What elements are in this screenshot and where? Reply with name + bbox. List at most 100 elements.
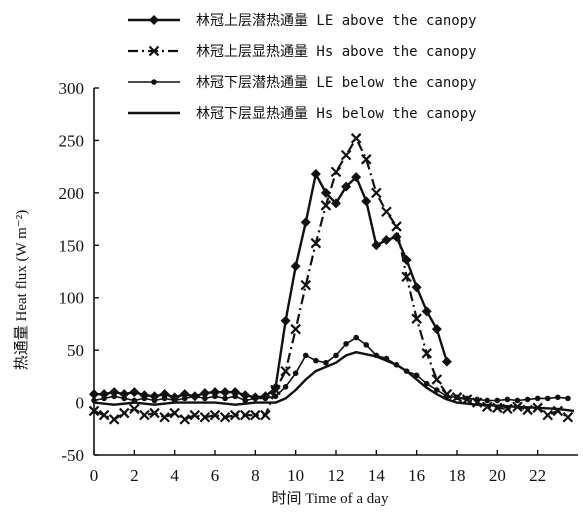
data-point	[199, 411, 211, 423]
data-point	[212, 393, 218, 400]
x-tick-label: 0	[90, 466, 99, 485]
data-point	[333, 352, 339, 359]
legend-item-3: 林冠下层潜热通量 LE below the canopy	[128, 75, 477, 91]
data-point	[189, 409, 201, 421]
data-point	[361, 196, 372, 207]
data-point	[129, 387, 140, 398]
data-point	[290, 261, 301, 272]
y-tick-label: 0	[76, 394, 85, 413]
data-point	[159, 411, 170, 423]
data-point	[351, 172, 362, 183]
data-point	[220, 387, 231, 398]
legend-marker	[148, 45, 160, 57]
legend-item-2: 林冠上层显热通量 Hs above the canopy	[128, 44, 477, 60]
data-point	[179, 389, 190, 400]
data-point	[534, 395, 541, 402]
x-tick-label: 4	[170, 466, 179, 485]
series-2	[88, 133, 574, 425]
data-point	[159, 389, 170, 400]
data-point	[353, 334, 359, 341]
x-tick-label: 18	[449, 466, 466, 485]
data-point	[484, 397, 491, 404]
data-point	[381, 206, 392, 218]
legend-item-1: 林冠上层潜热通量 LE above the canopy	[128, 13, 477, 29]
data-point	[149, 391, 160, 402]
data-point	[441, 356, 452, 367]
data-point	[282, 384, 289, 390]
data-point	[280, 315, 291, 326]
data-point	[401, 271, 412, 283]
series-1	[89, 168, 452, 403]
x-tick-label: 14	[368, 466, 386, 485]
data-point	[431, 374, 443, 385]
data-point	[240, 390, 251, 401]
data-point	[330, 166, 342, 178]
data-point	[209, 409, 221, 421]
data-point	[222, 395, 228, 402]
data-point	[481, 401, 493, 413]
data-point	[431, 324, 442, 335]
data-point	[413, 372, 420, 379]
data-point	[151, 397, 158, 404]
data-point	[555, 394, 561, 401]
data-point	[230, 387, 241, 398]
data-point	[371, 240, 382, 251]
y-tick-label: -50	[61, 446, 84, 465]
data-point	[119, 389, 130, 400]
data-point	[371, 187, 382, 199]
data-point	[202, 395, 208, 402]
y-tick-label: 250	[59, 131, 85, 150]
data-point	[111, 393, 117, 400]
data-point	[229, 409, 241, 421]
data-point	[118, 407, 130, 419]
legend-marker	[151, 79, 157, 85]
x-tick-label: 8	[251, 466, 260, 485]
x-tick-label: 6	[211, 466, 220, 485]
data-point	[108, 414, 120, 425]
y-tick-label: 100	[59, 289, 85, 308]
series-4	[93, 351, 575, 413]
data-point	[421, 306, 432, 317]
data-point	[562, 411, 574, 423]
data-point	[350, 133, 362, 144]
data-point	[219, 411, 231, 423]
data-point	[381, 235, 392, 246]
data-point	[149, 407, 160, 419]
data-point	[101, 395, 107, 402]
data-point	[121, 395, 128, 402]
data-point	[310, 168, 321, 179]
data-point	[320, 187, 331, 198]
data-point	[161, 395, 168, 402]
x-axis-title: 时间 Time of a day	[272, 490, 389, 507]
data-point	[98, 409, 110, 421]
series-line	[93, 351, 575, 413]
data-point	[565, 395, 571, 402]
data-point	[341, 181, 352, 192]
data-point	[232, 393, 238, 400]
data-point	[494, 397, 501, 404]
data-point	[260, 409, 271, 421]
data-point	[434, 387, 440, 393]
data-point	[300, 279, 312, 291]
data-point	[454, 394, 460, 401]
data-point	[129, 403, 140, 415]
data-point	[320, 200, 332, 211]
data-point	[411, 313, 422, 324]
y-tick-label: 150	[59, 236, 85, 255]
data-point	[292, 370, 299, 377]
data-point	[360, 154, 372, 165]
data-point	[290, 323, 301, 335]
data-point	[340, 149, 352, 161]
data-point	[139, 409, 150, 421]
legend-item-4: 林冠下层显热通量 Hs below the canopy	[128, 106, 477, 122]
x-tick-label: 2	[130, 466, 139, 485]
data-point	[239, 409, 251, 421]
data-point	[514, 397, 521, 404]
data-point	[323, 359, 329, 366]
data-point	[474, 396, 480, 403]
data-point	[280, 365, 291, 377]
data-point	[401, 254, 412, 265]
data-point	[343, 341, 349, 347]
data-point	[464, 395, 470, 402]
data-point	[313, 357, 319, 364]
